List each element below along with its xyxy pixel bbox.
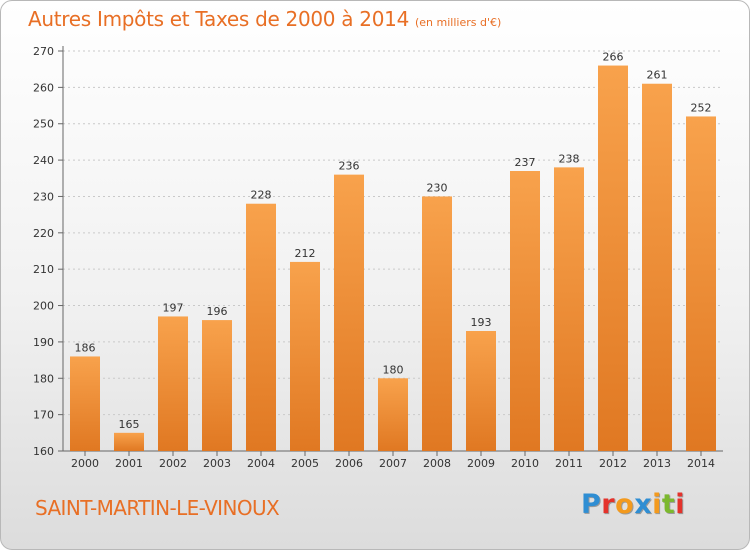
y-tick-label: 230 [33,190,54,203]
data-label: 196 [207,305,228,318]
data-label: 186 [75,341,96,354]
y-tick-label: 170 [33,409,54,422]
y-tick-label: 220 [33,227,54,240]
bar [422,196,452,451]
x-tick-label: 2009 [467,457,495,470]
y-tick-label: 160 [33,445,54,458]
y-tick-label: 200 [33,300,54,313]
bar [510,171,540,451]
data-label: 230 [427,181,448,194]
chart-title-text: Autres Impôts et Taxes de 2000 à 2014 [28,7,409,31]
logo-letter: r [601,489,616,520]
y-tick-label: 180 [33,372,54,385]
data-label: 228 [251,189,272,202]
bar [246,203,276,451]
bar [158,316,188,451]
logo-letter: x [634,489,653,520]
logo-letter: i [675,489,686,520]
bars [70,65,716,452]
y-tick-label: 190 [33,336,54,349]
data-label: 237 [515,156,536,169]
bar [202,320,232,451]
x-tick-label: 2005 [291,457,319,470]
x-tick-label: 2001 [115,457,143,470]
x-tick-label: 2011 [555,457,583,470]
bar [686,116,716,452]
logo-letter: t [661,489,676,520]
data-label: 197 [163,301,184,314]
data-labels: 186 165 197 196 228 212 236 180 230 193 237 238 266 2… [75,51,712,431]
logo-letter: i [652,489,662,520]
x-tick-label: 2012 [599,457,627,470]
chart-title: Autres Impôts et Taxes de 2000 à 2014 (en… [28,7,501,31]
x-tick-label: 2006 [335,457,363,470]
proxiti-logo: Proxiti [581,489,685,520]
data-label: 252 [691,101,712,114]
chart-subtitle: (en milliers d'€) [415,16,502,29]
y-tick-label: 270 [33,45,54,58]
x-tick-label: 2003 [203,457,231,470]
x-tick-label: 2013 [643,457,671,470]
y-tick-label: 240 [33,154,54,167]
bar [466,331,496,451]
data-label: 266 [603,51,624,64]
y-tick-labels: 160 170 180 190 200 210 220 230 240 250 260 270 [33,45,54,458]
bar [114,432,144,451]
data-label: 180 [383,363,404,376]
bar [334,174,364,452]
commune-name: SAINT-MARTIN-LE-VINOUX [35,496,280,520]
bar [378,378,408,451]
bar [554,167,584,451]
y-tick-label: 210 [33,263,54,276]
logo-letter: P [581,489,602,520]
data-label: 212 [295,247,316,260]
bar [642,83,672,452]
data-label: 238 [559,152,580,165]
x-tick-label: 2008 [423,457,451,470]
bar [598,65,628,451]
x-tick-label: 2010 [511,457,539,470]
y-tick-label: 250 [33,118,54,131]
data-label: 165 [119,418,140,431]
x-tick-label: 2002 [159,457,187,470]
y-tick-label: 260 [33,81,54,94]
x-tick-label: 2000 [71,457,99,470]
logo-letter: o [615,489,635,520]
x-tick-label: 2004 [247,457,275,470]
data-label: 261 [647,69,668,82]
data-label: 193 [471,316,492,329]
x-tick-label: 2007 [379,457,407,470]
x-tick-label: 2014 [687,457,715,470]
data-label: 236 [339,160,360,173]
bar [290,261,320,451]
x-tick-labels: 2000 2001 2002 2003 2004 2005 2006 2007 2008 2009… [71,457,715,470]
bar [70,356,100,451]
